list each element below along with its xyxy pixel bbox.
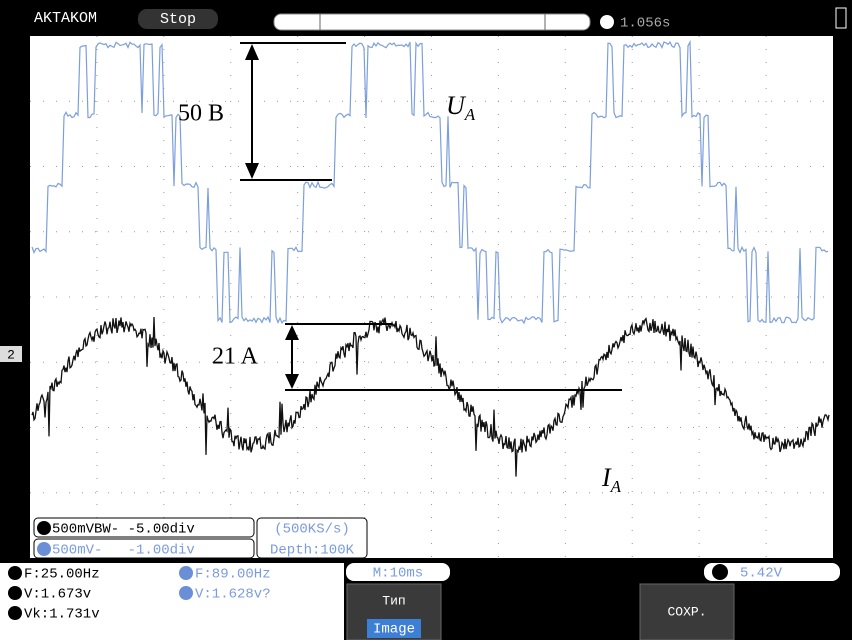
meas-icon [8, 606, 22, 620]
meas-icon [179, 566, 193, 580]
voltage-label-sub: A [464, 105, 476, 124]
trigger-time: 1.056s [620, 16, 670, 32]
page: AKTAKOM Stop 1.056s 2 50 В UA 21 A IA 50… [0, 0, 852, 640]
sample-rate: (500KS/s) [274, 522, 350, 538]
trigger-level-icon [712, 564, 728, 580]
oscilloscope: AKTAKOM Stop 1.056s 2 50 В UA 21 A IA 50… [0, 0, 852, 640]
trigger-position-bar [274, 14, 590, 30]
ch2-info: 500mV- -1.00div [52, 543, 195, 559]
ch2-freq: F:89.00Hz [195, 567, 271, 583]
current-label-sub: A [610, 477, 622, 496]
ch1-info: 500mVBW- -5.00div [52, 522, 195, 538]
save-button-label: СОХР. [667, 604, 706, 619]
type-button-title: Тип [382, 593, 405, 608]
meas-icon [179, 586, 193, 600]
status: Stop [160, 11, 196, 28]
ch1-vk: Vk:1.731v [24, 607, 100, 623]
voltage-scale: 50 В [178, 101, 224, 127]
ch1-icon [37, 521, 51, 535]
brand: AKTAKOM [34, 10, 97, 27]
trigger-icon [600, 15, 614, 29]
current-scale: 21 A [212, 344, 259, 370]
type-button-value: Image [373, 622, 415, 638]
ch1-freq: F:25.00Hz [24, 567, 100, 583]
ch1-v: V:1.673v [24, 587, 91, 603]
depth: Depth:100K [270, 543, 355, 559]
channel-marker: 2 [7, 347, 15, 362]
meas-icon [8, 586, 22, 600]
timebase: M:10ms [373, 566, 423, 582]
ch2-v: V:1.628v? [195, 587, 271, 603]
meas-icon [8, 566, 22, 580]
trigger-level: 5.42V [740, 566, 783, 582]
ch2-icon [37, 542, 51, 556]
